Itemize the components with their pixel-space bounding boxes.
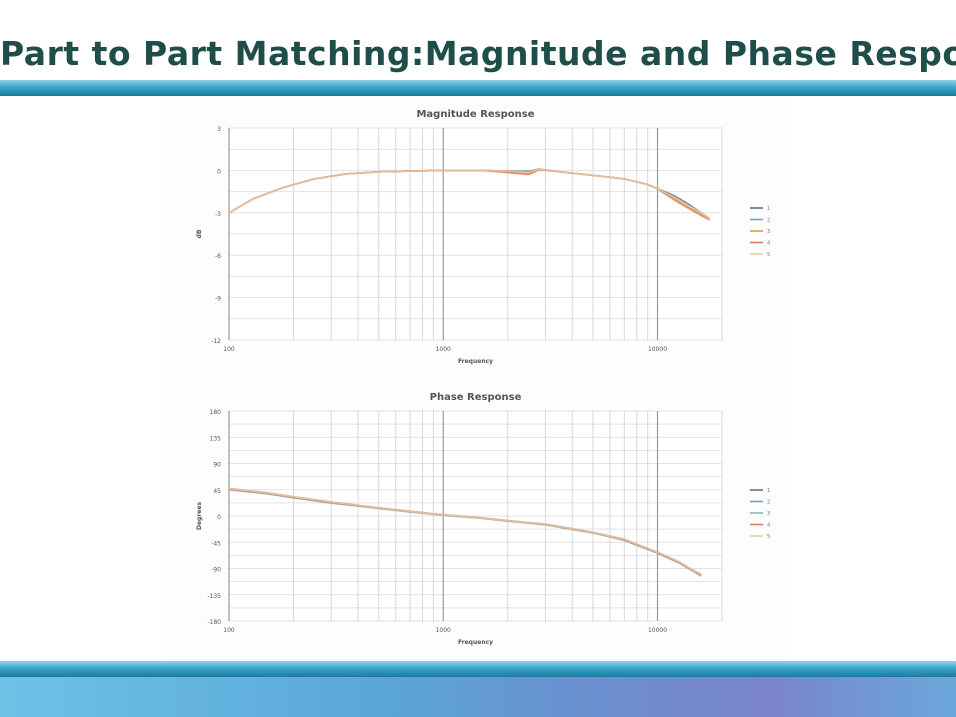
x-tick-label: 1000 — [436, 627, 451, 634]
y-tick-label: 3 — [217, 126, 221, 133]
y-tick-label: 90 — [213, 462, 221, 469]
footer-bar — [0, 661, 956, 677]
x-tick-label: 1000 — [436, 346, 451, 353]
legend-label-1: 1 — [767, 488, 770, 494]
y-tick-label: -9 — [215, 296, 221, 303]
y-tick-label: 45 — [213, 488, 221, 495]
title-underline-bar — [0, 80, 956, 96]
legend-label-3: 3 — [767, 229, 770, 235]
chart-title: Phase Response — [430, 392, 522, 403]
y-tick-label: -3 — [215, 211, 221, 218]
footer-strip — [0, 677, 956, 717]
legend-label-3: 3 — [767, 511, 770, 517]
legend-label-5: 5 — [767, 252, 770, 258]
x-axis-label: Frequency — [458, 639, 493, 646]
legend-label-2: 2 — [767, 218, 770, 224]
series-line-5 — [228, 487, 702, 576]
x-tick-label: 100 — [223, 346, 235, 353]
legend-label-5: 5 — [767, 534, 770, 540]
y-tick-label: 0 — [217, 168, 221, 175]
y-tick-label: -135 — [207, 593, 221, 600]
series-line-5 — [228, 168, 711, 220]
y-tick-label: 180 — [210, 409, 222, 416]
y-tick-label: 135 — [210, 435, 222, 442]
response-figure: 3 0 -3 -6 -9 -12 100 1000 10000 Magnitude Respons… — [163, 97, 785, 661]
y-tick-label: -180 — [207, 619, 221, 626]
y-tick-label: 0 — [217, 514, 221, 521]
y-tick-label: -90 — [211, 567, 221, 574]
y-tick-label: -45 — [211, 540, 221, 547]
slide-title: Part to Part Matching:Magnitude and Phas… — [0, 34, 956, 73]
chart-title: Magnitude Response — [416, 109, 534, 120]
y-axis-label: dB — [196, 229, 203, 238]
x-tick-label: 10000 — [648, 627, 667, 634]
legend-label-4: 4 — [767, 241, 770, 247]
x-axis-label: Frequency — [458, 358, 493, 365]
legend-label-2: 2 — [767, 500, 770, 506]
legend-label-1: 1 — [767, 206, 770, 212]
y-tick-label: -6 — [215, 253, 221, 260]
x-tick-label: 100 — [223, 627, 235, 634]
x-tick-label: 10000 — [648, 346, 667, 353]
y-tick-label: -12 — [211, 338, 221, 345]
legend-label-4: 4 — [767, 523, 770, 529]
y-axis-label: Degrees — [196, 502, 203, 530]
